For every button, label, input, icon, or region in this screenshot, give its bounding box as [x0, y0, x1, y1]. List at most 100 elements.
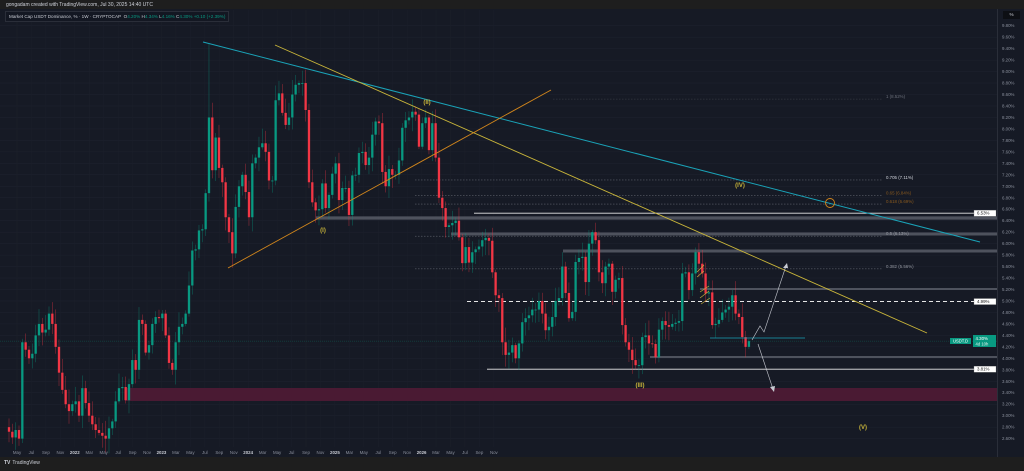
candle[interactable]: [17, 425, 21, 446]
candle[interactable]: [524, 308, 527, 336]
candle[interactable]: [481, 231, 484, 257]
candle[interactable]: [371, 121, 374, 172]
candle[interactable]: [84, 380, 87, 409]
candle[interactable]: [327, 192, 331, 220]
candle[interactable]: [461, 233, 464, 272]
candle[interactable]: [494, 269, 497, 307]
candle[interactable]: [597, 231, 601, 282]
candle[interactable]: [581, 242, 584, 271]
candle[interactable]: [547, 316, 551, 341]
candle[interactable]: [477, 239, 481, 253]
candle[interactable]: [731, 289, 734, 321]
candle[interactable]: [621, 266, 624, 335]
candle[interactable]: [557, 287, 561, 306]
candle[interactable]: [141, 314, 144, 335]
candle[interactable]: [377, 115, 381, 135]
candle[interactable]: [614, 275, 617, 299]
candle[interactable]: [367, 147, 371, 175]
candle[interactable]: [91, 401, 94, 431]
candle[interactable]: [577, 249, 581, 275]
candle[interactable]: [47, 306, 51, 336]
candle[interactable]: [691, 263, 694, 296]
candle[interactable]: [104, 420, 107, 453]
candle[interactable]: [287, 102, 291, 131]
candle[interactable]: [264, 130, 267, 162]
candle[interactable]: [491, 227, 494, 279]
candle[interactable]: [304, 69, 307, 122]
candle[interactable]: [421, 117, 424, 150]
candle[interactable]: [674, 318, 677, 331]
candle[interactable]: [501, 293, 504, 356]
candle[interactable]: [637, 359, 641, 379]
candle[interactable]: [607, 258, 611, 275]
candle[interactable]: [281, 84, 284, 116]
candle[interactable]: [384, 165, 387, 193]
candle[interactable]: [627, 333, 631, 363]
candle[interactable]: [77, 394, 81, 422]
orange-trendline[interactable]: [227, 89, 552, 269]
candle[interactable]: [407, 111, 411, 125]
candle[interactable]: [54, 309, 57, 354]
candle[interactable]: [661, 317, 664, 340]
candle[interactable]: [151, 318, 154, 354]
candle[interactable]: [507, 339, 511, 369]
candle[interactable]: [391, 165, 394, 188]
yellow-trendline[interactable]: [274, 44, 928, 334]
candle[interactable]: [211, 102, 214, 179]
candle[interactable]: [307, 103, 311, 189]
candle[interactable]: [334, 156, 337, 184]
candle[interactable]: [704, 262, 707, 303]
candle[interactable]: [27, 346, 31, 364]
candle[interactable]: [697, 243, 701, 278]
candle[interactable]: [504, 327, 507, 367]
candle[interactable]: [474, 246, 477, 264]
candle[interactable]: [527, 306, 531, 331]
candle[interactable]: [34, 324, 37, 363]
candle[interactable]: [261, 128, 264, 150]
candle[interactable]: [64, 376, 67, 409]
candle[interactable]: [634, 348, 637, 370]
candle[interactable]: [744, 330, 747, 358]
candle[interactable]: [107, 416, 111, 454]
candle[interactable]: [317, 195, 321, 226]
candle[interactable]: [277, 80, 281, 106]
candle[interactable]: [687, 264, 691, 300]
candle[interactable]: [397, 147, 401, 184]
candle[interactable]: [727, 297, 731, 323]
candle[interactable]: [584, 251, 587, 295]
candle[interactable]: [561, 252, 564, 306]
candle[interactable]: [457, 207, 461, 241]
candle[interactable]: [81, 375, 84, 429]
candle[interactable]: [297, 80, 301, 94]
candle[interactable]: [551, 302, 554, 337]
candle[interactable]: [424, 109, 427, 128]
candle[interactable]: [234, 194, 237, 259]
candle[interactable]: [564, 261, 567, 299]
price-axis[interactable]: [997, 9, 1024, 457]
candle[interactable]: [714, 317, 717, 338]
candle[interactable]: [217, 124, 221, 178]
candle[interactable]: [144, 320, 147, 356]
symbol-legend[interactable]: Market Cap USDT Dominance, % · 1W · CRYP…: [5, 11, 230, 22]
candle[interactable]: [554, 287, 557, 327]
candle[interactable]: [137, 307, 141, 380]
candle[interactable]: [631, 337, 634, 374]
candle[interactable]: [644, 323, 647, 349]
candle[interactable]: [251, 154, 254, 232]
candle[interactable]: [191, 241, 194, 295]
candle[interactable]: [711, 280, 714, 329]
candle[interactable]: [387, 155, 391, 198]
candle[interactable]: [41, 317, 44, 346]
candle[interactable]: [374, 117, 377, 146]
candle[interactable]: [681, 262, 684, 331]
candle[interactable]: [117, 373, 121, 404]
projection-up-path[interactable]: [751, 265, 787, 341]
candle[interactable]: [724, 305, 727, 318]
candle[interactable]: [684, 266, 687, 278]
candle[interactable]: [357, 147, 361, 183]
candle[interactable]: [227, 213, 231, 243]
candle[interactable]: [181, 317, 184, 335]
candle[interactable]: [51, 302, 54, 335]
candle[interactable]: [237, 180, 241, 218]
candle[interactable]: [511, 337, 514, 363]
